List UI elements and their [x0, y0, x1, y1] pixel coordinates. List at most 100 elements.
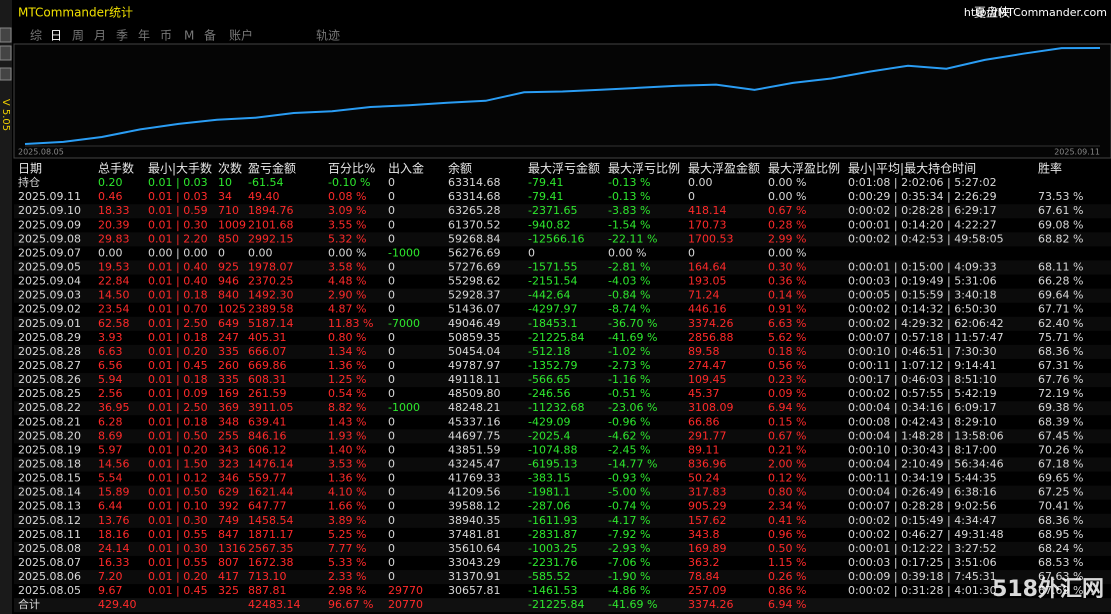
- table-cell: 261.59: [248, 387, 287, 400]
- table-cell: 5.25 %: [328, 528, 366, 541]
- table-cell: -4.62 %: [608, 429, 650, 442]
- table-cell: 169.89: [688, 542, 727, 555]
- table-cell: 0:00:08 | 0:42:43 | 8:29:10: [848, 415, 997, 428]
- table-cell: -21225.84: [528, 331, 584, 344]
- table-cell: 67.76 %: [1038, 373, 1083, 386]
- holding-cell: 0:01:08 | 2:02:06 | 5:27:02: [848, 176, 997, 189]
- table-cell: 0.28 %: [768, 218, 806, 231]
- table-cell: 0.41 %: [768, 514, 806, 527]
- holding-cell: 0.00 %: [768, 176, 806, 189]
- side-button[interactable]: [0, 45, 12, 61]
- table-cell: 629: [218, 486, 239, 499]
- table-cell: 14.50: [98, 289, 130, 302]
- total-cell: 6.94 %: [768, 598, 806, 611]
- table-cell: 1009: [218, 218, 246, 231]
- table-cell: -0.96 %: [608, 415, 650, 428]
- table-cell: 0.15 %: [768, 415, 806, 428]
- side-button[interactable]: [0, 27, 12, 43]
- table-cell: 0.01 | 0.20: [148, 345, 208, 358]
- table-cell: 0:00:02 | 4:29:32 | 62:06:42: [848, 317, 1004, 330]
- table-cell: 0.80 %: [768, 486, 806, 499]
- tab[interactable]: 年: [138, 29, 150, 43]
- table-cell: 0: [388, 260, 395, 273]
- table-cell: 0:00:29 | 0:35:34 | 2:26:29: [848, 190, 997, 203]
- table-cell: 369: [218, 401, 239, 414]
- table-cell: -2025.4: [528, 429, 570, 442]
- table-cell: 4.87 %: [328, 303, 366, 316]
- tab[interactable]: 季: [116, 29, 128, 43]
- table-cell: 0:00:02 | 0:46:27 | 49:31:48: [848, 528, 1004, 541]
- table-cell: -6195.13: [528, 457, 577, 470]
- tab[interactable]: 综: [30, 29, 42, 43]
- table-cell: -5.00 %: [608, 486, 650, 499]
- table-cell: -0.13 %: [608, 190, 650, 203]
- version: V 5.05: [0, 99, 11, 131]
- tab[interactable]: 轨迹: [316, 29, 340, 43]
- table-cell: 0.18 %: [768, 345, 806, 358]
- table-cell: 3.89 %: [328, 514, 366, 527]
- table-cell: -2371.65: [528, 204, 577, 217]
- tab[interactable]: 备: [204, 29, 216, 43]
- table-cell: 67.63 %: [1038, 570, 1083, 583]
- table-cell: 45.37: [688, 387, 720, 400]
- table-cell: -2831.87: [528, 528, 577, 541]
- table-cell: 16.33: [98, 556, 130, 569]
- tab[interactable]: 币: [160, 29, 172, 43]
- table-cell: 0:00:02 | 0:28:28 | 6:29:17: [848, 204, 997, 217]
- table-cell: 0: [688, 246, 695, 259]
- table-cell: -442.64: [528, 289, 570, 302]
- tab[interactable]: 周: [72, 29, 84, 43]
- row-label: 2025.08.11: [18, 528, 81, 541]
- table-cell: 0.23 %: [768, 373, 806, 386]
- table-cell: 1025: [218, 303, 246, 316]
- table-cell: 62.58: [98, 317, 130, 330]
- table-cell: 0.01 | 0.30: [148, 542, 208, 555]
- table-cell: 0: [388, 443, 395, 456]
- table-cell: 75.71 %: [1038, 331, 1083, 344]
- table-cell: -585.52: [528, 570, 570, 583]
- site-link[interactable]: http://MTCommander.com: [964, 6, 1107, 19]
- table-cell: 3374.26: [688, 317, 734, 330]
- table-cell: 36.95: [98, 401, 130, 414]
- total-cell: 42483.14: [248, 598, 301, 611]
- row-label: 2025.08.12: [18, 514, 81, 527]
- table-cell: 0.01 | 1.50: [148, 457, 208, 470]
- table-cell: -18453.1: [528, 317, 577, 330]
- row-label: 2025.08.21: [18, 415, 81, 428]
- table-cell: -7.92 %: [608, 528, 650, 541]
- table-cell: 2.98 %: [328, 584, 366, 597]
- table-cell: 0.01 | 0.03: [148, 190, 208, 203]
- tab[interactable]: 日: [50, 29, 62, 43]
- row-label: 2025.08.13: [18, 500, 81, 513]
- table-cell: 89.58: [688, 345, 720, 358]
- table-cell: 6.28: [98, 415, 123, 428]
- table-cell: 43851.59: [448, 443, 501, 456]
- brand: 夏盘侠: [974, 5, 1010, 20]
- row-label: 2025.08.18: [18, 457, 81, 470]
- tab[interactable]: M: [184, 29, 194, 43]
- table-cell: 9.67: [98, 584, 123, 597]
- row-stripe: [14, 429, 1111, 444]
- table-cell: 78.84: [688, 570, 720, 583]
- table-cell: 1316: [218, 542, 246, 555]
- row-label: 2025.09.03: [18, 289, 81, 302]
- table-cell: 0: [388, 345, 395, 358]
- table-cell: 0.00 %: [608, 246, 646, 259]
- table-cell: -287.06: [528, 500, 570, 513]
- tab[interactable]: 账户: [229, 28, 253, 43]
- table-cell: -4.03 %: [608, 275, 650, 288]
- row-label: 2025.08.28: [18, 345, 81, 358]
- table-cell: -1.02 %: [608, 345, 650, 358]
- table-cell: 41769.33: [448, 472, 501, 485]
- row-label: 2025.08.06: [18, 570, 81, 583]
- table-cell: -1074.88: [528, 443, 577, 456]
- table-cell: 0.36 %: [768, 275, 806, 288]
- table-cell: 5.62 %: [768, 331, 806, 344]
- watermark: 518外汇网: [992, 576, 1104, 602]
- side-button[interactable]: [0, 67, 12, 81]
- row-label: 2025.08.14: [18, 486, 81, 499]
- table-cell: 0.00: [248, 246, 273, 259]
- table-cell: 0: [388, 331, 395, 344]
- table-cell: 343: [218, 443, 239, 456]
- tab[interactable]: 月: [94, 29, 106, 43]
